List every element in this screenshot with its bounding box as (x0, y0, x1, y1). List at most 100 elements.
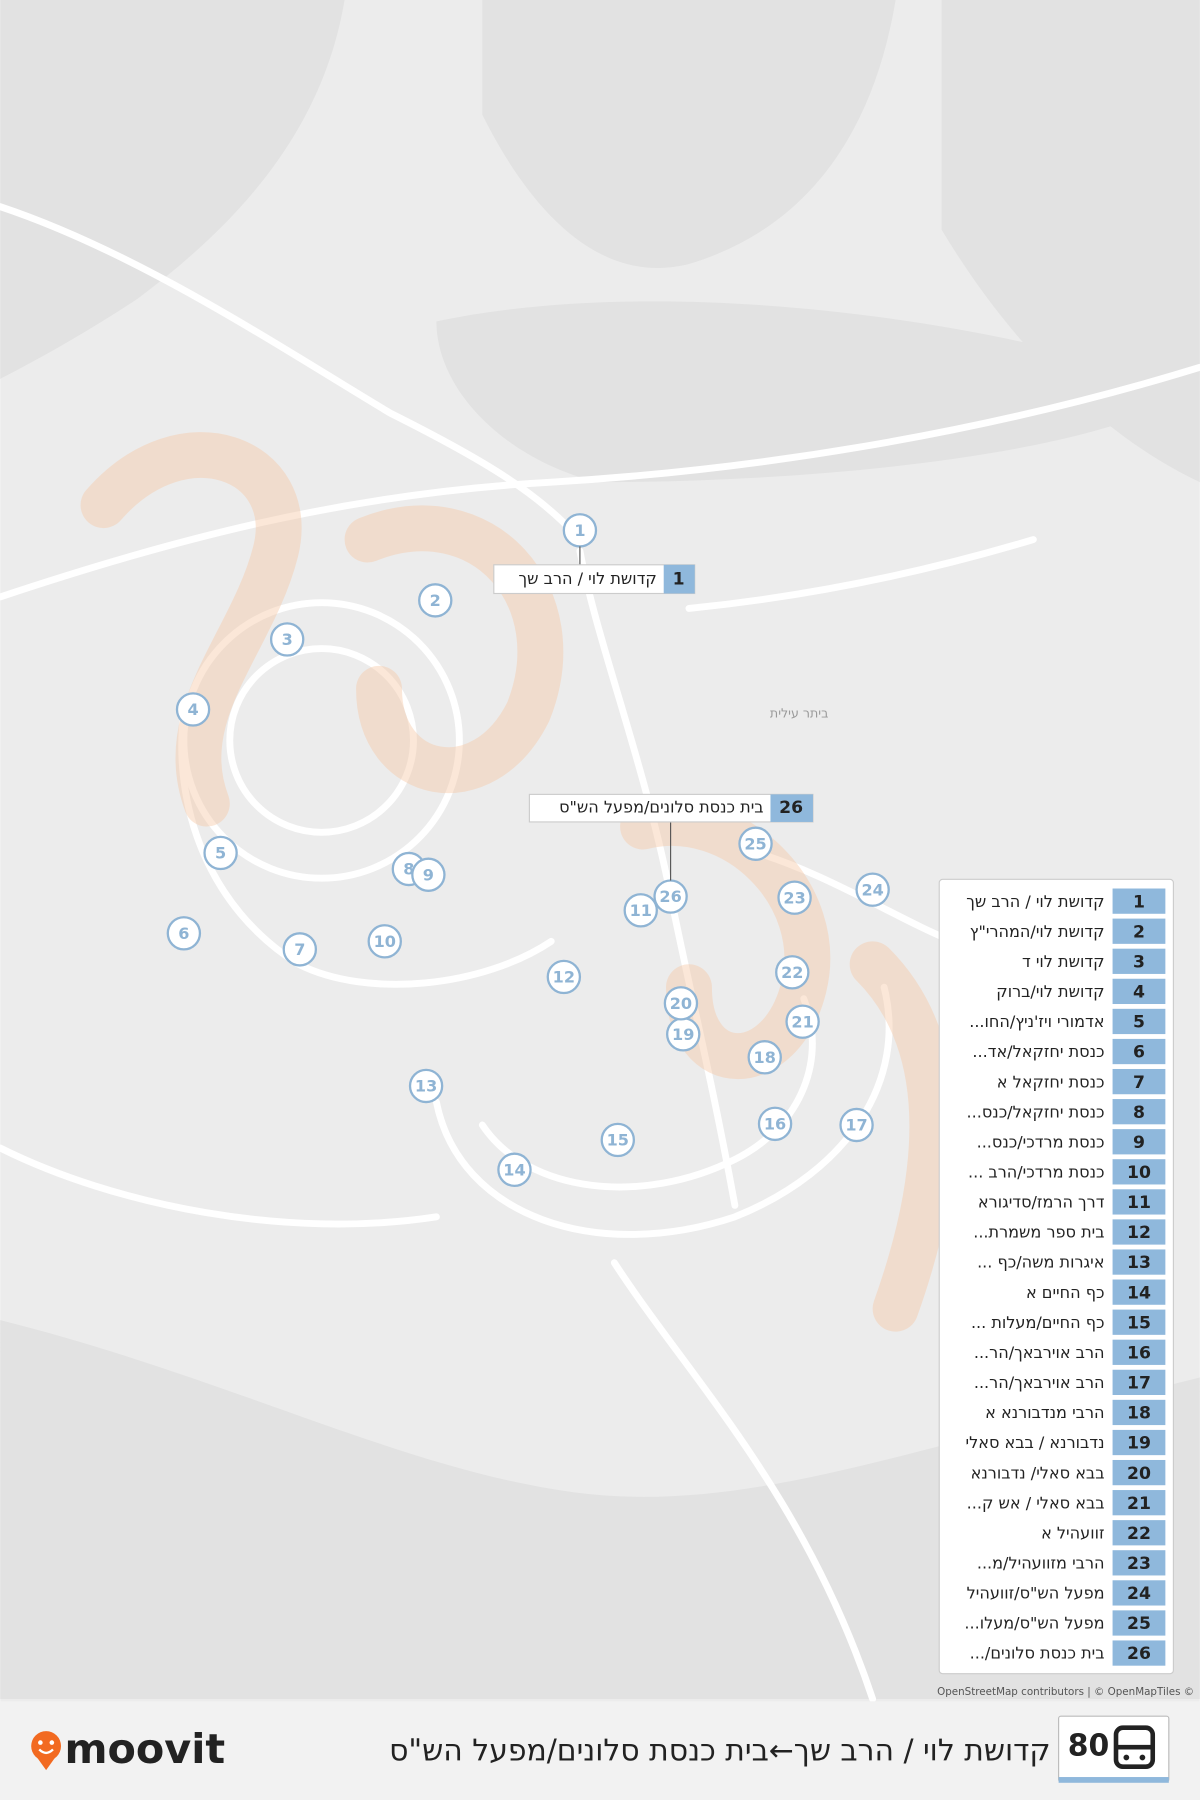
stop-list-name: אדמורי ויז'ניץ/החו... (969, 1012, 1104, 1031)
stop-list-number-box (1112, 1249, 1166, 1275)
stop-list-name: בבא סאלי / אש ק... (967, 1493, 1105, 1512)
stop-number: 13 (415, 1077, 437, 1096)
stop-list-number-box (1112, 1068, 1166, 1095)
stop-list-number: 18 (1127, 1404, 1151, 1424)
stop-list-number: 21 (1127, 1494, 1151, 1514)
stop-list-number: 8 (1133, 1103, 1145, 1123)
stop-circle (623, 893, 658, 928)
stop-list-number: 5 (1133, 1013, 1145, 1033)
stop-number: 8 (403, 860, 414, 879)
stop-list-number: 20 (1127, 1464, 1151, 1484)
stop-list-number-box (1112, 1339, 1166, 1365)
stop-number: 24 (861, 880, 883, 899)
stop-list-name: נדבורנא / בבא סאלי (965, 1433, 1104, 1452)
stop-list-name: הרבי מזוועהיל/מ... (977, 1553, 1105, 1572)
stop-list-number: 12 (1127, 1223, 1151, 1243)
stop-list-number: 23 (1127, 1554, 1151, 1574)
stop-number: 25 (744, 834, 766, 853)
stop-list-number-box (1112, 1099, 1166, 1125)
stop-list-name: קדושת לוי/המהרי"ץ (970, 922, 1105, 941)
stop-number: 10 (374, 932, 396, 951)
stop-list-number: 15 (1127, 1313, 1151, 1333)
callout-number: 26 (779, 798, 803, 818)
stop-list-name: דרך הרמז/סדיגורא (978, 1193, 1105, 1212)
stop-marker: 5 (203, 835, 238, 871)
callout-name: קדושת לוי / הרב שך (519, 569, 657, 588)
callout-name: בית כנסת סלונים/מפעל הש"ס (559, 798, 764, 817)
stop-number: 9 (423, 865, 434, 884)
route-title: קדושת לוי / הרב שך←בית כנסת סלונים/מפעל … (389, 1733, 1050, 1768)
callout-box (528, 793, 814, 823)
stop-list-number-box (1112, 1520, 1166, 1546)
stop-list-number-box (1112, 1008, 1166, 1035)
stop-circle (367, 924, 402, 959)
stop-marker: 26 (653, 879, 688, 914)
stop-list: 1 קדושת לוי / הרב שך 2 קדושת לוי/המהרי"ץ 3 קד… (964, 888, 1166, 1666)
stop-list-number-box (1112, 978, 1166, 1005)
stop-circle (757, 1106, 793, 1142)
stop-list-number: 19 (1127, 1434, 1151, 1454)
stop-number: 26 (659, 887, 681, 906)
stop-number: 3 (282, 630, 293, 649)
stop-circle (418, 583, 453, 618)
stop-marker: 13 (408, 1068, 444, 1104)
stop-list-number-box (1112, 1279, 1166, 1305)
stop-list-number: 1 (1133, 892, 1145, 912)
stop-circle (777, 880, 812, 915)
stop-marker: 20 (663, 986, 699, 1021)
stop-list-name: בבא סאלי/ נדבורנא (971, 1463, 1105, 1482)
stop-list-number: 22 (1127, 1524, 1151, 1544)
stop-list-name: בית כנסת סלונים/... (970, 1644, 1105, 1663)
stop-list-number-box (1112, 918, 1166, 944)
stop-circle (166, 916, 202, 951)
stop-number: 15 (607, 1131, 629, 1150)
stop-circle (175, 692, 211, 727)
stop-list-number-box (1112, 888, 1166, 914)
stop-list-name: בית ספר משמרת... (973, 1223, 1104, 1242)
place-label: ביתר עילית (770, 706, 829, 721)
callout-number: 1 (673, 570, 685, 590)
stop-marker: 21 (785, 1004, 820, 1039)
stop-number: 2 (430, 591, 441, 610)
stop-list-number-box (1112, 1129, 1166, 1155)
stop-marker: 12 (546, 959, 582, 995)
stop-list-number: 13 (1127, 1253, 1151, 1273)
stop-list-number-box (1112, 1159, 1166, 1185)
stop-marker: 9 (411, 857, 446, 892)
stop-list-number: 9 (1133, 1133, 1145, 1153)
stop-number: 4 (187, 700, 198, 719)
stop-marker: 4 (175, 692, 211, 727)
brand-logo: moovit (31, 1725, 225, 1773)
stop-number: 23 (783, 888, 805, 907)
stop-number: 18 (754, 1048, 776, 1067)
stop-marker: 18 (747, 1040, 782, 1075)
stop-list-name: קדושת לוי/ברוק (996, 982, 1104, 1001)
stop-marker: 6 (166, 916, 202, 951)
stop-number: 6 (178, 924, 189, 943)
stop-number: 1 (574, 521, 585, 540)
stop-marker: 3 (269, 622, 305, 657)
footer (0, 1701, 1200, 1800)
stop-list-number: 25 (1127, 1614, 1151, 1634)
attribution: OpenStreetMap contributors | © OpenMapTi… (937, 1686, 1194, 1698)
stop-list-name: מפעל הש"ס/זוועהיל (967, 1584, 1105, 1603)
stop-circle (203, 835, 238, 871)
stop-list-name: כנסת יחזקאל א (997, 1072, 1105, 1091)
stop-list-number: 6 (1133, 1043, 1145, 1063)
stop-circle (775, 955, 810, 990)
brand-name: moovit (64, 1725, 225, 1773)
stop-circle (839, 1107, 874, 1143)
stop-list-number: 26 (1127, 1644, 1151, 1664)
stop-list-number: 2 (1133, 922, 1145, 942)
stop-list-number-box (1112, 1459, 1166, 1486)
stop-list-number-box (1112, 1490, 1166, 1516)
stop-list-name: הרבי מנדבורנא א (985, 1403, 1104, 1422)
stop-number: 12 (553, 968, 575, 987)
stop-list-number-box (1112, 1219, 1166, 1245)
stop-circle (747, 1040, 782, 1075)
stop-circle (546, 959, 582, 995)
stop-list-number: 11 (1127, 1193, 1151, 1213)
stop-marker: 16 (757, 1106, 793, 1142)
stop-circle (269, 622, 305, 657)
